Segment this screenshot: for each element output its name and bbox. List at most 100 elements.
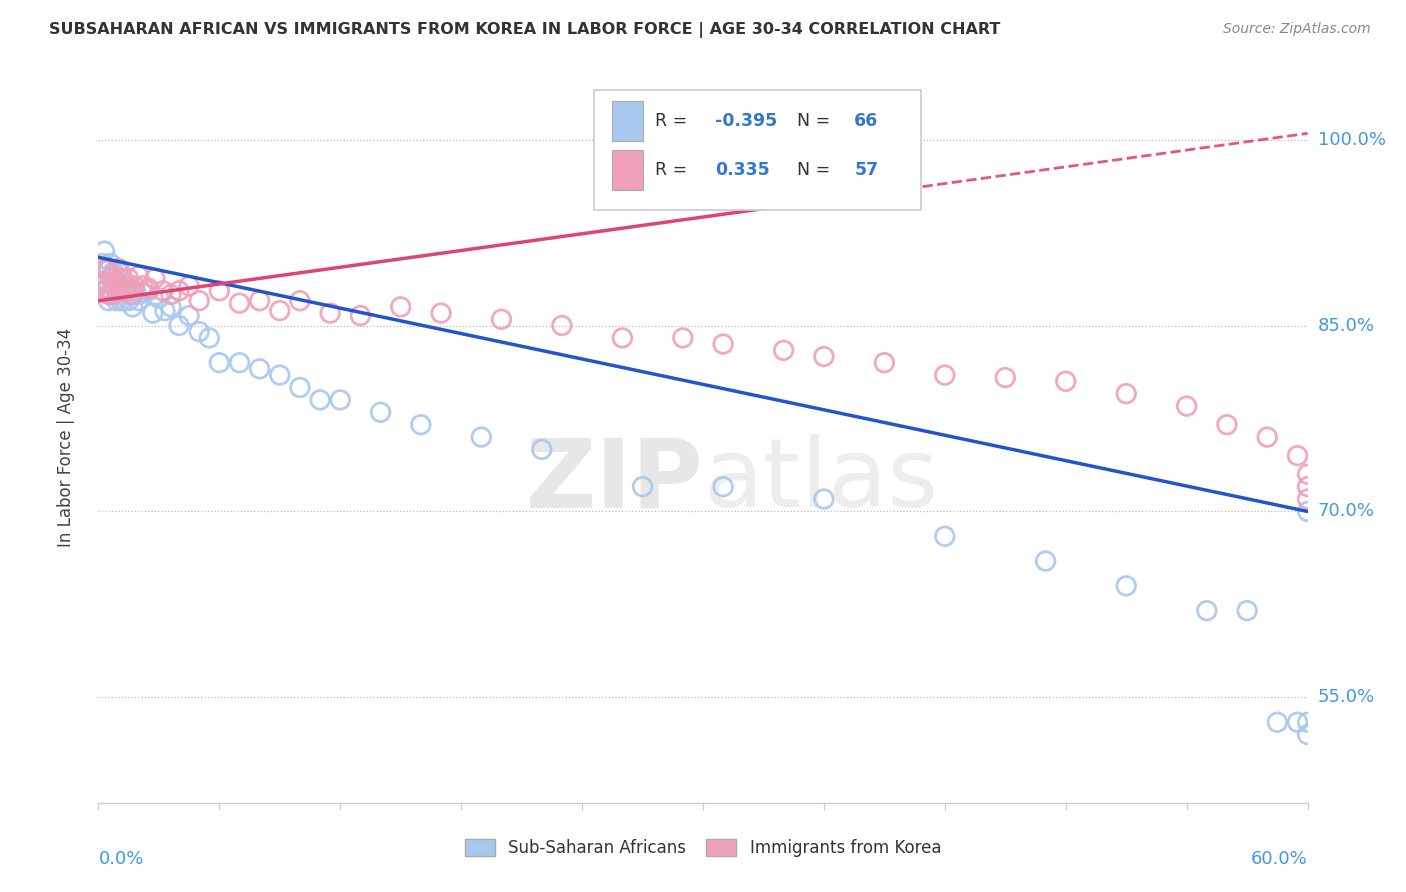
Point [269, 368, 291, 383]
Point [551, 318, 574, 333]
Text: -0.395: -0.395 [716, 112, 778, 130]
Point [409, 417, 432, 432]
Point [91, 275, 114, 289]
Point [142, 306, 165, 320]
Point [107, 284, 129, 298]
Point [152, 284, 174, 298]
Point [873, 356, 896, 370]
Point [167, 318, 190, 333]
Point [1195, 604, 1218, 618]
Point [107, 265, 129, 279]
Point [612, 331, 634, 345]
Point [228, 356, 250, 370]
Text: 57: 57 [855, 161, 879, 179]
Point [101, 271, 124, 285]
Point [148, 291, 170, 305]
Text: 0.0%: 0.0% [98, 850, 143, 868]
Point [120, 281, 142, 295]
Point [118, 293, 141, 308]
Text: 100.0%: 100.0% [1317, 130, 1386, 149]
Point [672, 331, 695, 345]
Point [198, 331, 221, 345]
Y-axis label: In Labor Force | Age 30-34: In Labor Force | Age 30-34 [56, 327, 75, 547]
Point [101, 287, 124, 301]
Point [470, 430, 492, 444]
Point [1296, 491, 1319, 506]
Text: 70.0%: 70.0% [1317, 502, 1375, 520]
Point [491, 312, 513, 326]
Point [1054, 374, 1077, 388]
Point [1035, 554, 1057, 568]
Point [153, 303, 176, 318]
Point [934, 368, 956, 383]
Point [124, 278, 146, 293]
Point [96, 262, 118, 277]
Point [167, 284, 190, 298]
Point [772, 343, 794, 358]
Point [288, 380, 311, 394]
Point [93, 262, 115, 277]
Point [97, 262, 120, 277]
Point [269, 303, 291, 318]
Point [107, 278, 129, 293]
Point [121, 287, 143, 301]
Point [143, 271, 166, 285]
Point [389, 300, 412, 314]
Point [96, 275, 118, 289]
Point [120, 278, 142, 293]
Point [179, 278, 201, 293]
Text: 85.0%: 85.0% [1317, 317, 1375, 334]
Point [1256, 430, 1278, 444]
Text: 60.0%: 60.0% [1251, 850, 1308, 868]
Point [813, 350, 835, 364]
Point [631, 480, 654, 494]
Point [103, 275, 125, 289]
Point [114, 293, 136, 308]
Point [1267, 715, 1289, 730]
Point [114, 281, 136, 295]
Point [160, 287, 183, 301]
Point [128, 268, 150, 283]
Point [138, 284, 160, 298]
Point [105, 285, 128, 299]
Point [100, 256, 122, 270]
Point [711, 480, 734, 494]
Point [110, 277, 132, 292]
Text: 0.335: 0.335 [716, 161, 770, 179]
Point [101, 265, 124, 279]
Point [934, 529, 956, 543]
Text: R =: R = [655, 112, 692, 130]
Point [1286, 449, 1309, 463]
Point [103, 281, 125, 295]
Point [110, 284, 132, 298]
Point [132, 286, 155, 301]
Point [249, 293, 271, 308]
Point [1296, 728, 1319, 742]
Point [188, 325, 211, 339]
Point [100, 287, 122, 301]
Point [107, 275, 129, 289]
Point [208, 284, 231, 298]
Point [97, 281, 120, 295]
Point [111, 287, 134, 301]
Point [100, 271, 122, 285]
Text: R =: R = [655, 161, 692, 179]
Point [91, 256, 114, 270]
Text: SUBSAHARAN AFRICAN VS IMMIGRANTS FROM KOREA IN LABOR FORCE | AGE 30-34 CORRELATI: SUBSAHARAN AFRICAN VS IMMIGRANTS FROM KO… [49, 22, 1001, 38]
Point [107, 261, 129, 276]
Point [430, 306, 453, 320]
Point [319, 306, 342, 320]
Point [329, 392, 352, 407]
Point [138, 281, 160, 295]
Point [994, 370, 1017, 384]
Point [249, 362, 271, 376]
Point [114, 278, 136, 293]
FancyBboxPatch shape [595, 90, 921, 211]
Point [1296, 715, 1319, 730]
Text: ZIP: ZIP [524, 434, 703, 527]
FancyBboxPatch shape [613, 101, 643, 141]
Point [711, 337, 734, 351]
Point [132, 278, 155, 293]
Point [121, 300, 143, 314]
Point [370, 405, 392, 419]
